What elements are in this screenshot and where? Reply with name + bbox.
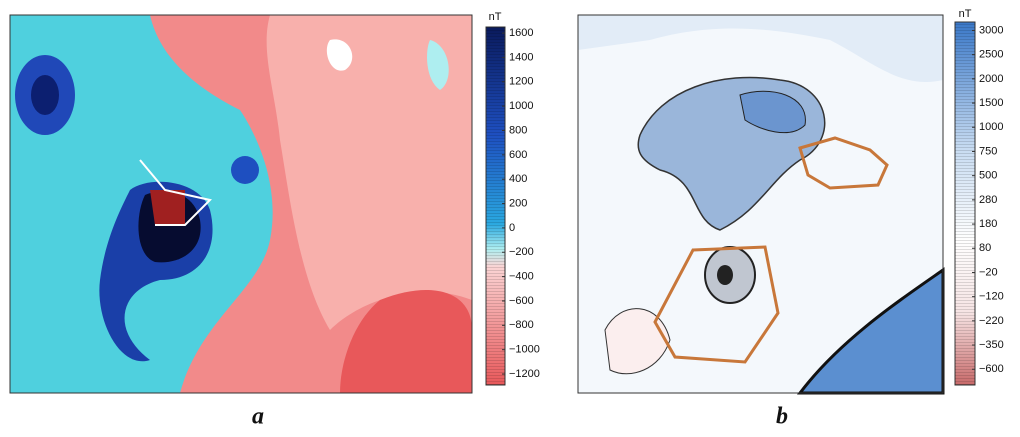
colorbar-tick-label: 2000 <box>979 73 1003 85</box>
panel-label: a <box>252 404 264 430</box>
colorbar-tick-label: −200 <box>509 246 534 258</box>
colorbar-unit: nT <box>959 8 972 20</box>
colorbar-tick-label: 80 <box>979 242 991 254</box>
map-b <box>577 14 945 395</box>
colorbar-tick-label: 500 <box>979 170 997 182</box>
colorbar-tick-label: −400 <box>509 271 534 283</box>
panel-label: b <box>776 404 788 430</box>
colorbar-tick-label: 1600 <box>509 27 533 39</box>
colorbar-tick-label: 0 <box>509 222 515 234</box>
colorbar-tick-label: −1200 <box>509 368 540 380</box>
colorbar-tick-label: −220 <box>979 315 1004 327</box>
map-a <box>9 14 473 394</box>
colorbar-a-stripes <box>486 27 505 385</box>
colorbar-tick-label: 1400 <box>509 51 533 63</box>
colorbar-tick-label: −600 <box>979 363 1004 375</box>
colorbar-tick-label: 200 <box>509 197 527 209</box>
colorbar-tick-label: 1500 <box>979 97 1003 109</box>
colorbar-tick-label: 400 <box>509 173 527 185</box>
colorbar-tick-label: −350 <box>979 339 1004 351</box>
colorbar-unit: nT <box>489 11 502 23</box>
colorbar-tick-label: 800 <box>509 124 527 136</box>
colorbar-tick-label: −1000 <box>509 344 540 356</box>
colorbar-tick-label: 1000 <box>509 100 533 112</box>
colorbar-tick-label: 3000 <box>979 24 1003 36</box>
colorbar-tick-label: 2500 <box>979 49 1003 61</box>
colorbar-tick-label: 1200 <box>509 76 533 88</box>
colorbar-tick-label: −120 <box>979 291 1004 303</box>
colorbar-tick-label: 180 <box>979 218 997 230</box>
colorbar-tick-label: −800 <box>509 319 534 331</box>
colorbar-tick-label: 600 <box>509 149 527 161</box>
colorbar-tick-label: 1000 <box>979 121 1003 133</box>
colorbar-tick-label: −20 <box>979 266 998 278</box>
colorbar-b-stripes <box>955 22 975 385</box>
colorbar-tick-label: −600 <box>509 295 534 307</box>
colorbar-tick-label: 750 <box>979 145 997 157</box>
colorbar-tick-label: 280 <box>979 194 997 206</box>
